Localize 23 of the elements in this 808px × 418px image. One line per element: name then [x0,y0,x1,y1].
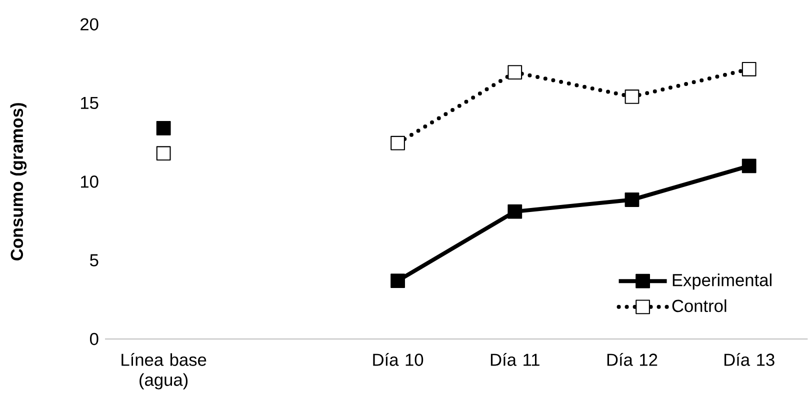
y-tick-label: 0 [90,332,98,346]
point [508,65,522,80]
point [156,146,171,161]
point [742,158,756,174]
x-tick-label: Línea base (agua) [122,353,206,390]
point [390,136,405,150]
legend-label: Control [672,299,726,312]
point [390,274,405,288]
legend-label: Experimental [672,274,772,290]
point [742,62,756,76]
x-tick-label: Día 13 [724,353,774,366]
y-tick-label: 20 [80,18,98,30]
point [624,192,640,207]
y-tick-label: 5 [90,254,98,266]
y-axis-title: Consumo (gramos) [10,103,27,260]
point [624,90,640,104]
x-tick-label: Día 10 [373,353,424,366]
y-tick-label: 15 [81,96,98,110]
x-tick-label: Día 11 [490,353,540,366]
point [156,120,171,136]
point [508,204,522,219]
y-tick-label: 10 [81,176,98,188]
x-tick-label: Día 12 [607,353,658,366]
